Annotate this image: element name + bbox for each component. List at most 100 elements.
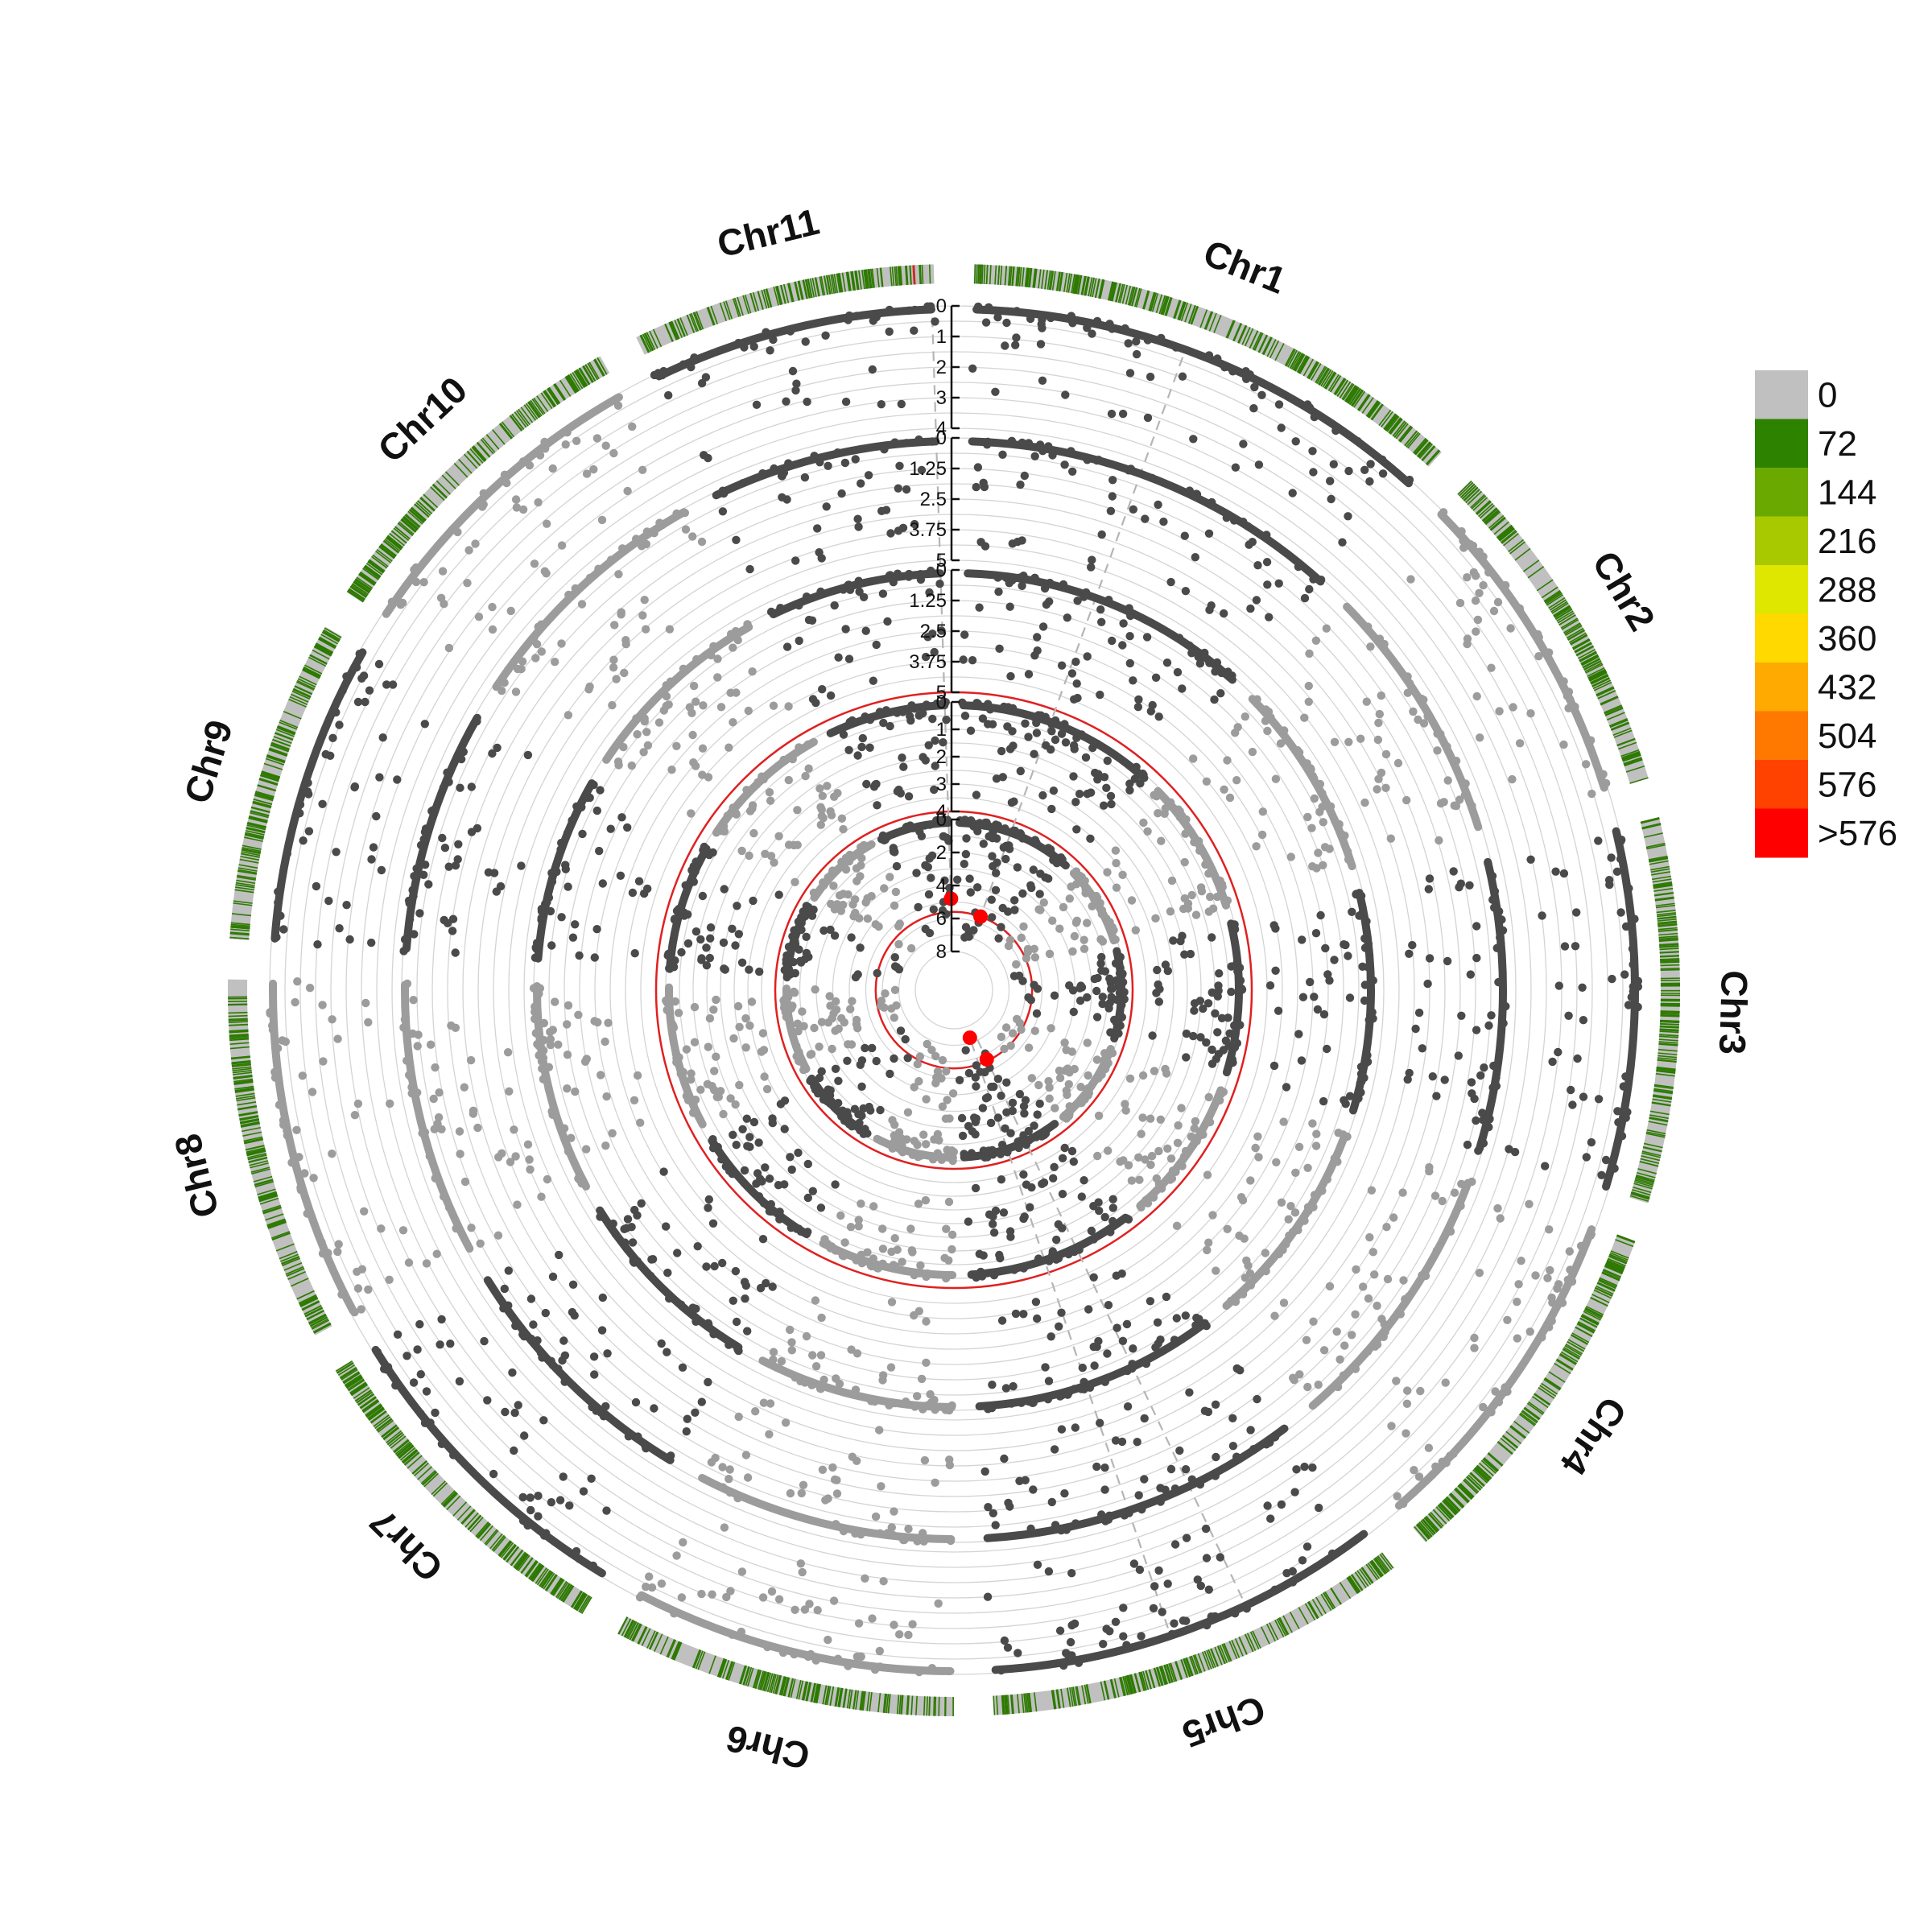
data-point — [628, 1238, 638, 1247]
data-point — [975, 1249, 985, 1259]
density-mark — [933, 1696, 935, 1716]
density-mark — [898, 266, 902, 286]
data-point — [1038, 376, 1047, 385]
data-point — [616, 871, 625, 881]
density-mark — [1659, 1022, 1680, 1026]
data-point — [1035, 890, 1044, 898]
data-point-band — [665, 983, 707, 1129]
density-mark — [235, 881, 255, 887]
density-mark — [1657, 918, 1677, 922]
density-mark — [1389, 418, 1402, 435]
density-mark — [848, 1689, 853, 1709]
density-mark — [1183, 1658, 1191, 1678]
density-mark — [1367, 1563, 1381, 1579]
data-point — [1249, 404, 1258, 413]
density-mark — [631, 1623, 642, 1641]
density-mark — [254, 795, 274, 802]
density-mark — [1543, 590, 1561, 602]
density-mark — [1601, 1272, 1620, 1282]
data-point — [1472, 953, 1481, 963]
data-point — [278, 1036, 287, 1045]
density-mark — [669, 321, 679, 341]
density-mark — [320, 634, 339, 645]
density-mark — [489, 1533, 503, 1550]
data-point-band — [534, 779, 597, 963]
density-mark — [553, 383, 565, 401]
density-mark — [980, 264, 983, 284]
data-point-band — [1248, 695, 1356, 871]
data-point — [1108, 1203, 1118, 1212]
data-point — [968, 364, 977, 373]
data-point — [816, 820, 825, 829]
density-mark — [230, 926, 250, 930]
density-mark — [1241, 327, 1251, 345]
data-point — [460, 1083, 469, 1092]
density-mark — [1657, 1055, 1678, 1059]
density-mark — [237, 867, 258, 872]
density-mark — [747, 1667, 754, 1687]
data-point — [1000, 1454, 1009, 1463]
density-mark — [1367, 401, 1380, 418]
data-point — [791, 386, 800, 395]
density-mark — [1348, 386, 1360, 404]
data-point — [1167, 876, 1177, 886]
density-mark — [231, 1063, 251, 1067]
density-mark — [1601, 1271, 1620, 1281]
density-mark — [794, 281, 800, 301]
density-mark — [365, 1403, 382, 1416]
density-mark — [1219, 1645, 1228, 1664]
data-point — [1066, 1637, 1075, 1647]
density-mark — [1579, 652, 1598, 663]
density-mark — [694, 312, 703, 331]
density-mark — [476, 1522, 490, 1538]
density-mark — [1554, 608, 1573, 620]
data-point — [1048, 916, 1057, 925]
data-point — [585, 682, 594, 691]
grid-circle — [391, 427, 1517, 1553]
data-point — [1032, 729, 1042, 737]
data-point — [590, 953, 599, 962]
data-point — [895, 461, 904, 470]
data-point — [645, 1572, 654, 1581]
data-point — [353, 1267, 361, 1277]
data-point — [1312, 1129, 1321, 1138]
density-mark — [365, 1404, 382, 1417]
density-mark — [410, 507, 426, 522]
data-point — [1005, 745, 1015, 753]
data-point — [1024, 993, 1033, 1002]
density-mark — [1009, 266, 1013, 286]
data-point — [939, 738, 947, 747]
data-point — [1208, 933, 1216, 942]
density-mark — [1597, 690, 1616, 700]
data-point — [877, 1482, 886, 1491]
data-point-band — [975, 1319, 1209, 1411]
density-mark — [1625, 765, 1645, 773]
data-point — [991, 1521, 1000, 1530]
density-mark — [1160, 295, 1167, 315]
data-point — [821, 1496, 830, 1505]
data-point — [826, 691, 836, 700]
data-point — [1030, 1026, 1040, 1035]
data-point — [577, 600, 587, 609]
density-mark — [1616, 1235, 1635, 1244]
data-point — [1132, 337, 1141, 346]
data-point — [497, 1149, 506, 1158]
data-point — [377, 865, 386, 875]
density-mark — [1571, 1332, 1590, 1344]
density-mark — [1226, 320, 1236, 339]
data-point — [898, 1257, 906, 1266]
data-point — [523, 1140, 533, 1149]
density-mark — [1657, 1057, 1677, 1061]
density-mark — [492, 429, 506, 445]
data-point — [704, 1195, 713, 1204]
density-mark — [411, 1460, 427, 1475]
density-mark — [1056, 271, 1061, 291]
data-point — [1159, 517, 1168, 526]
data-point — [1034, 1080, 1043, 1090]
data-point — [681, 525, 691, 534]
density-mark — [1214, 1646, 1223, 1666]
density-mark — [1442, 1500, 1457, 1516]
density-mark — [1108, 281, 1114, 301]
density-mark — [1581, 655, 1600, 667]
